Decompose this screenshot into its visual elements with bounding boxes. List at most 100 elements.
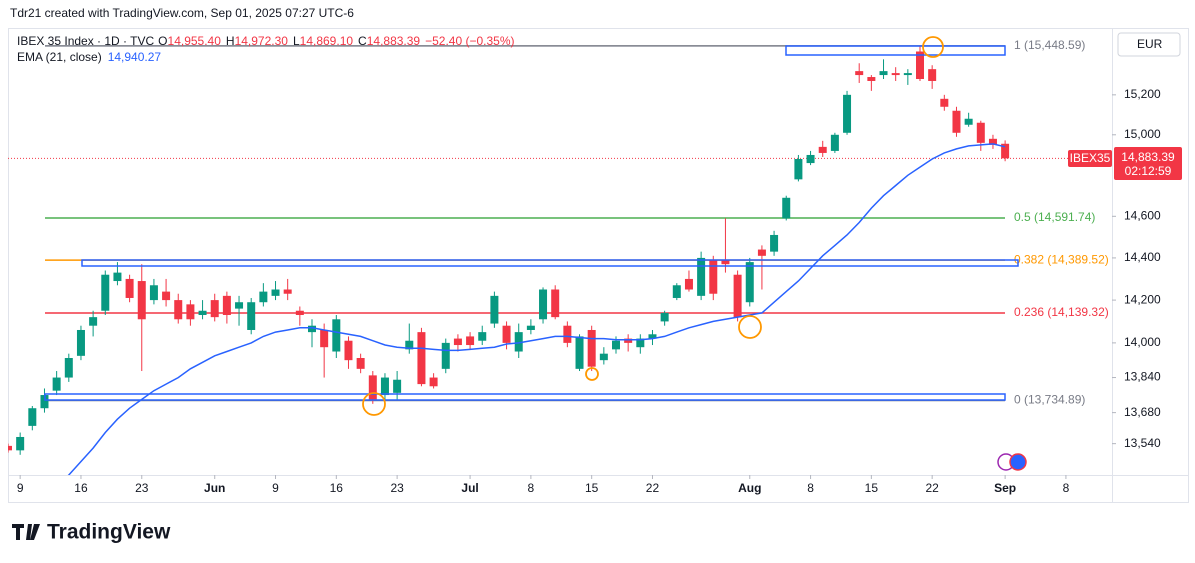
x-tick-label: 22	[646, 481, 660, 495]
currency: EUR	[1137, 37, 1163, 51]
candle-body	[247, 302, 256, 330]
candle-body	[162, 291, 171, 301]
candle-body	[502, 325, 511, 343]
plot-area	[8, 45, 1112, 475]
candle-body	[952, 110, 961, 133]
ema-value: 14,940.27	[108, 50, 162, 64]
candle-body	[380, 377, 389, 396]
candle-body	[709, 260, 718, 294]
y-tick-label: 15,200	[1124, 87, 1161, 101]
y-tick-label: 14,000	[1124, 335, 1161, 349]
currency-box[interactable]	[1117, 32, 1181, 57]
x-tick-label: 16	[74, 481, 88, 495]
candle-body	[916, 51, 924, 80]
candle-body	[308, 325, 316, 333]
candle-body	[8, 445, 12, 451]
candle-body	[405, 340, 414, 350]
highlight-circle	[585, 367, 599, 381]
candle-body	[149, 285, 158, 301]
candle-body	[393, 379, 402, 393]
legend-line: IBEX 35 Index · 1D · TVC O14,955.40 H14,97…	[17, 34, 515, 48]
candle-body	[198, 310, 207, 316]
y-tick-label: 13,840	[1124, 370, 1161, 384]
fib-label: 0.236 (14,139.32)	[1014, 305, 1109, 319]
x-tick-label: 23	[390, 481, 404, 495]
candle-body	[818, 146, 827, 153]
x-tick-label: 8	[807, 481, 814, 495]
candle-body	[356, 358, 365, 369]
candle-body	[648, 334, 657, 339]
candle-body	[101, 274, 110, 311]
highlight-circle	[738, 315, 762, 339]
candle-body	[125, 278, 134, 298]
candle-body	[587, 329, 596, 367]
fib-label: 0 (13,734.89)	[1014, 393, 1085, 407]
candle-body	[855, 71, 864, 76]
candle-body	[64, 358, 73, 378]
ohlc-key: O	[158, 34, 167, 48]
ohlc-value: 14,972.30	[235, 34, 289, 48]
candle-body	[417, 332, 426, 385]
highlight-circle	[922, 36, 944, 58]
price-tag	[1114, 147, 1182, 180]
y-tick-label: 14,400	[1124, 250, 1161, 264]
candle-body	[794, 159, 803, 180]
candle-body	[271, 289, 280, 296]
event-icon[interactable]	[1009, 453, 1027, 471]
candle-body	[928, 69, 937, 81]
candle-body	[89, 317, 98, 326]
ema-label: EMA (21, close)	[17, 50, 102, 64]
ema-line	[67, 143, 1006, 475]
candle-body	[186, 304, 195, 320]
attribution: Tdr21 created with TradingView.com, Sep …	[10, 6, 354, 20]
brand: TradingView	[47, 521, 171, 544]
x-tick-label: Sep	[994, 481, 1016, 495]
x-tick-label: 15	[865, 481, 879, 495]
candle-body	[210, 300, 219, 318]
ohlc-key: H	[226, 34, 235, 48]
candle-body	[551, 289, 560, 318]
fib-label: 1 (15,448.59)	[1014, 38, 1085, 52]
candle-body	[903, 73, 912, 76]
highlight-circle	[362, 392, 386, 416]
candle-body	[174, 300, 183, 320]
symbol-tag	[1068, 150, 1112, 167]
candle-body	[867, 77, 876, 81]
fib-label: 0.5 (14,591.74)	[1014, 210, 1095, 224]
countdown: 02:12:59	[1125, 164, 1172, 178]
y-tick-label: 15,000	[1124, 127, 1161, 141]
candle-body	[757, 249, 766, 256]
candle-body	[259, 291, 268, 303]
candle-body	[575, 336, 584, 369]
candle-body	[745, 262, 754, 303]
x-tick-label: Jun	[204, 481, 225, 495]
x-tick-label: Jul	[461, 481, 478, 495]
logo-mark	[12, 524, 40, 540]
candle-body	[40, 395, 49, 409]
x-tick-label: 23	[135, 481, 149, 495]
candle-body	[697, 257, 706, 296]
candle-body	[976, 122, 985, 143]
ohlc-value: 14,883.39	[367, 34, 421, 48]
box-drawing	[785, 45, 1006, 56]
box-drawing	[44, 393, 1006, 401]
candle-body	[453, 338, 462, 346]
candle-body	[332, 319, 341, 352]
candle-body	[660, 312, 669, 322]
candle-body	[684, 278, 693, 290]
candle-body	[113, 272, 122, 282]
candle-body	[891, 73, 900, 76]
candle-body	[52, 377, 61, 391]
candle-body	[368, 375, 377, 400]
candle-body	[988, 138, 997, 145]
candle-body	[441, 342, 450, 369]
candle-body	[879, 71, 888, 76]
candle-body	[964, 118, 973, 125]
candle-body	[1001, 143, 1010, 159]
y-tick-label: 13,540	[1124, 436, 1161, 450]
candle-body	[782, 197, 791, 219]
candle-body	[770, 234, 779, 252]
chart-frame	[8, 28, 1189, 503]
candle-body	[526, 325, 535, 330]
